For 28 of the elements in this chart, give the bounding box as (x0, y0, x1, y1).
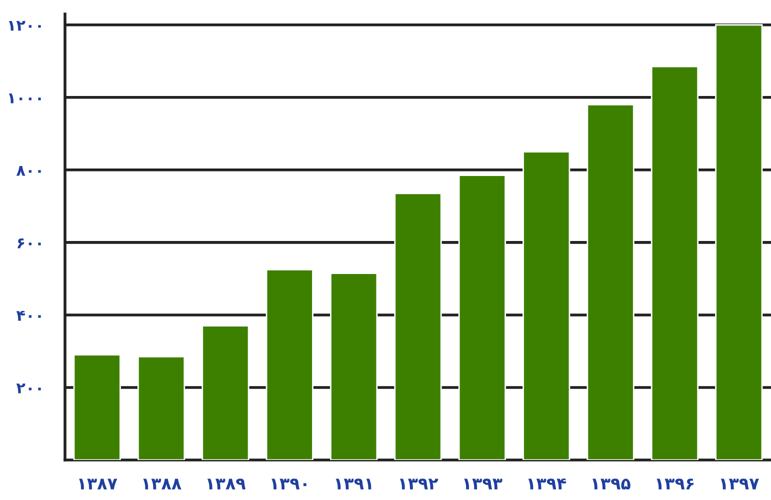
bar (394, 192, 442, 460)
x-tick-label: ۱۳۹۰ (272, 478, 306, 490)
x-tick-label: ۱۳۸۷ (79, 478, 118, 490)
bar (137, 356, 186, 460)
y-tick-label: ۶۰۰ (18, 238, 41, 248)
bar (586, 104, 634, 460)
y-tick-label: ۸۰۰ (16, 166, 41, 176)
bar (73, 354, 121, 460)
bar (330, 272, 378, 460)
y-tick-label: ۱۲۰۰ (9, 20, 41, 31)
x-tick-label: ۱۳۸۹ (207, 478, 246, 490)
y-tick-label: ۱۰۰۰ (9, 94, 41, 104)
bar (202, 325, 250, 460)
x-tick-label: ۱۳۹۶ (656, 478, 694, 490)
y-tick-label: ۲۰۰ (16, 384, 41, 394)
x-tick-label: ۱۳۹۵ (592, 478, 630, 490)
x-tick-label: ۱۳۹۱ (336, 478, 372, 490)
x-tick-label: ۱۳۸۸ (143, 478, 182, 490)
x-tick-label: ۱۳۹۲ (400, 478, 438, 490)
bar (458, 174, 506, 460)
y-tick-label: ۴۰۰ (16, 310, 41, 321)
bar (650, 66, 699, 460)
x-tick-label: ۱۳۹۳ (464, 478, 502, 490)
bar (715, 24, 763, 460)
x-tick-label: ۱۳۹۷ (720, 478, 760, 490)
bar (266, 268, 314, 460)
x-tick-label: ۱۳۹۴ (528, 478, 566, 490)
bar (522, 151, 570, 460)
